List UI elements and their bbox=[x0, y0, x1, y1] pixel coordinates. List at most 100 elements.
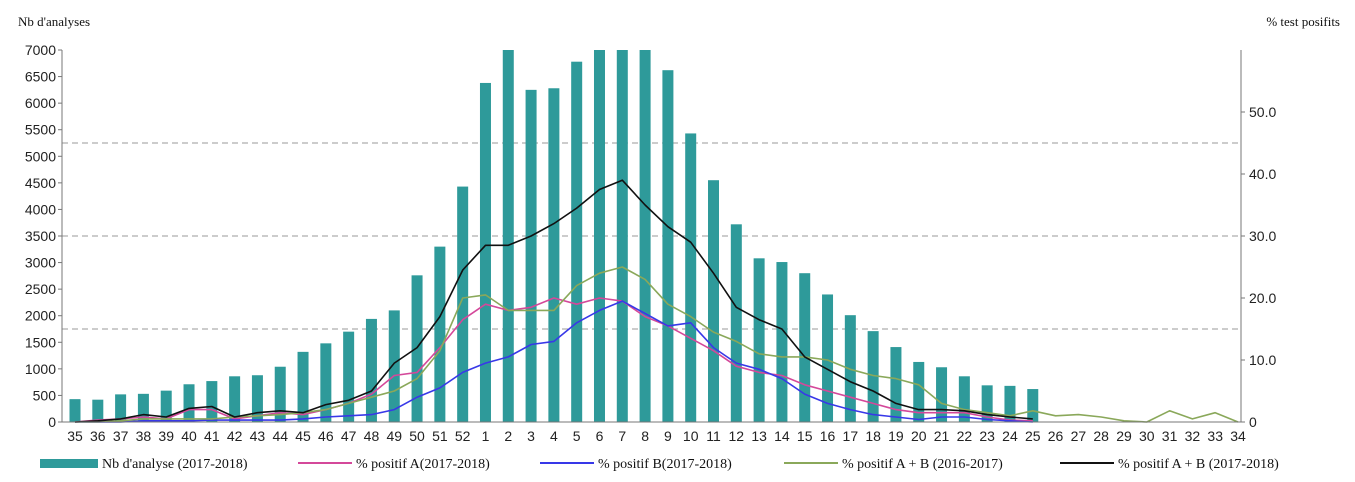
left-tick-label-5: 2500 bbox=[25, 281, 56, 297]
bar-40 bbox=[183, 384, 195, 422]
x-tick-label-24: 24 bbox=[1002, 428, 1018, 444]
x-tick-label-31: 31 bbox=[1162, 428, 1178, 444]
bar-52 bbox=[457, 186, 469, 422]
bar-1 bbox=[479, 82, 491, 422]
x-tick-label-17: 17 bbox=[843, 428, 859, 444]
right-tick-label-5: 50.0 bbox=[1249, 104, 1276, 120]
left-tick-label-9: 4500 bbox=[25, 175, 56, 191]
left-tick-labels: 0 500 1000 1500 2000 2500 3000 3500 4000 4500 5000… bbox=[25, 42, 62, 430]
bar-50 bbox=[411, 275, 423, 422]
x-tick-label-32: 32 bbox=[1185, 428, 1201, 444]
x-tick-label-40: 40 bbox=[181, 428, 197, 444]
bar-47 bbox=[343, 331, 355, 422]
legend-label-1: % positif A(2017-2018) bbox=[356, 457, 490, 472]
x-tick-label-14: 14 bbox=[774, 428, 790, 444]
right-tick-label-1: 10.0 bbox=[1249, 352, 1276, 368]
bar-46 bbox=[320, 343, 332, 422]
bar-20 bbox=[913, 361, 925, 422]
bar-16 bbox=[822, 294, 834, 422]
bar-15 bbox=[799, 273, 811, 422]
bar-39 bbox=[160, 390, 172, 422]
x-tick-label-15: 15 bbox=[797, 428, 813, 444]
legend-label-4: % positif A + B (2017-2018) bbox=[1118, 457, 1279, 472]
x-tick-label-10: 10 bbox=[683, 428, 699, 444]
x-tick-label-43: 43 bbox=[250, 428, 266, 444]
line-series bbox=[74, 179, 1239, 423]
bar-2 bbox=[502, 50, 514, 422]
x-tick-label-33: 33 bbox=[1207, 428, 1223, 444]
x-tick-label-4: 4 bbox=[550, 428, 558, 444]
x-tick-label-1: 1 bbox=[482, 428, 490, 444]
x-tick-label-22: 22 bbox=[957, 428, 973, 444]
left-tick-label-8: 4000 bbox=[25, 201, 56, 217]
x-tick-label-8: 8 bbox=[641, 428, 649, 444]
x-tick-label-12: 12 bbox=[729, 428, 745, 444]
right-tick-label-0: 0 bbox=[1249, 414, 1257, 430]
bar-11 bbox=[708, 180, 720, 422]
bar-13 bbox=[753, 258, 765, 422]
x-tick-label-19: 19 bbox=[888, 428, 904, 444]
bar-38 bbox=[137, 393, 149, 422]
x-tick-label-41: 41 bbox=[204, 428, 220, 444]
x-tick-label-39: 39 bbox=[158, 428, 174, 444]
x-tick-label-21: 21 bbox=[934, 428, 950, 444]
x-tick-label-3: 3 bbox=[527, 428, 535, 444]
bar-51 bbox=[434, 246, 446, 422]
bar-5 bbox=[571, 61, 583, 422]
left-tick-label-3: 1500 bbox=[25, 334, 56, 350]
bar-49 bbox=[388, 310, 400, 422]
bar-4 bbox=[548, 88, 560, 423]
right-tick-label-3: 30.0 bbox=[1249, 228, 1276, 244]
bar-43 bbox=[251, 375, 263, 422]
bar-37 bbox=[115, 394, 127, 422]
bar-6 bbox=[593, 50, 605, 422]
x-tick-label-26: 26 bbox=[1048, 428, 1064, 444]
x-tick-label-27: 27 bbox=[1071, 428, 1087, 444]
series-line-0 bbox=[74, 297, 1033, 423]
series-line-1 bbox=[75, 300, 1033, 423]
x-tick-label-29: 29 bbox=[1116, 428, 1132, 444]
x-tick-label-28: 28 bbox=[1093, 428, 1109, 444]
left-tick-label-7: 3500 bbox=[25, 228, 56, 244]
bar-36 bbox=[92, 399, 104, 422]
x-tick-label-35: 35 bbox=[67, 428, 83, 444]
x-tick-label-51: 51 bbox=[432, 428, 448, 444]
x-tick-label-47: 47 bbox=[341, 428, 357, 444]
x-tick-label-30: 30 bbox=[1139, 428, 1155, 444]
bar-24 bbox=[1004, 385, 1016, 422]
x-tick-label-16: 16 bbox=[820, 428, 836, 444]
x-tick-label-5: 5 bbox=[573, 428, 581, 444]
x-tick-label-48: 48 bbox=[364, 428, 380, 444]
x-tick-label-46: 46 bbox=[318, 428, 334, 444]
left-tick-label-11: 5500 bbox=[25, 122, 56, 138]
series-line-3 bbox=[74, 179, 1033, 423]
bar-21 bbox=[936, 367, 948, 422]
x-tick-label-38: 38 bbox=[136, 428, 152, 444]
x-tick-label-42: 42 bbox=[227, 428, 243, 444]
x-tick-label-25: 25 bbox=[1025, 428, 1041, 444]
bar-14 bbox=[776, 262, 788, 422]
right-tick-label-2: 20.0 bbox=[1249, 290, 1276, 306]
legend-label-3: % positif A + B (2016-2017) bbox=[842, 457, 1003, 472]
legend-label-2: % positif B(2017-2018) bbox=[598, 457, 732, 472]
x-tick-label-44: 44 bbox=[272, 428, 288, 444]
bar-44 bbox=[274, 366, 286, 422]
bar-3 bbox=[525, 89, 537, 422]
x-tick-label-7: 7 bbox=[618, 428, 626, 444]
left-tick-label-4: 2000 bbox=[25, 308, 56, 324]
x-tick-label-45: 45 bbox=[295, 428, 311, 444]
right-tick-labels: 0 10.0 20.0 30.0 40.0 50.0 bbox=[1241, 104, 1276, 430]
bar-19 bbox=[890, 347, 902, 422]
x-tick-label-50: 50 bbox=[409, 428, 425, 444]
x-tick-label-52: 52 bbox=[455, 428, 471, 444]
legend-label-0: Nb d'analyse (2017-2018) bbox=[102, 457, 248, 472]
legend-swatch-0 bbox=[40, 459, 98, 468]
left-tick-label-10: 5000 bbox=[25, 148, 56, 164]
x-tick-label-37: 37 bbox=[113, 428, 129, 444]
bar-7 bbox=[616, 50, 628, 422]
bar-42 bbox=[229, 376, 241, 422]
x-tick-label-2: 2 bbox=[504, 428, 512, 444]
left-tick-label-6: 3000 bbox=[25, 255, 56, 271]
bar-8 bbox=[639, 50, 651, 422]
